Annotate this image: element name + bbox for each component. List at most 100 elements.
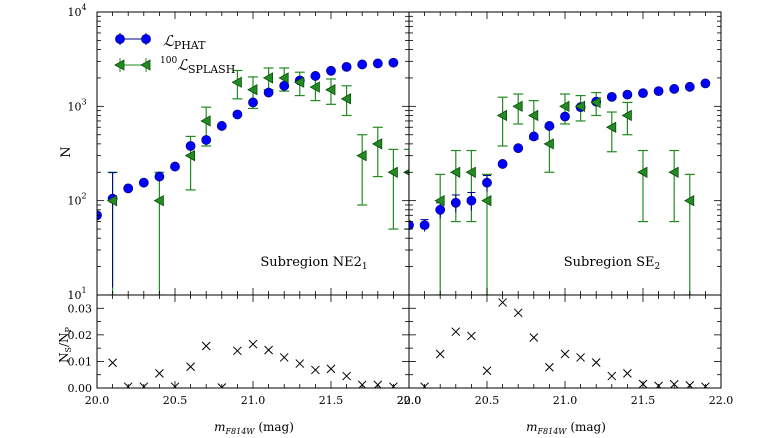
ratio-point: [155, 369, 164, 378]
splash-point: [293, 76, 305, 88]
x-tick-label: 22.0: [709, 394, 734, 407]
phat-point: [638, 88, 648, 99]
splash-point: [325, 84, 336, 96]
splash-point: [200, 115, 211, 127]
phat-point: [170, 161, 180, 172]
upper-left-ticks: [97, 11, 409, 296]
splash-point: [387, 166, 398, 178]
phat-point: [185, 141, 196, 151]
ratio-point: [545, 362, 554, 372]
x-axis-label-left: mF814W (mag): [214, 420, 294, 436]
phat-point: [466, 195, 477, 206]
phat-point: [409, 220, 414, 231]
y-axis-label-lower: NS/NP: [57, 326, 73, 363]
splash-point: [621, 109, 632, 122]
legend-splash-marker: [114, 58, 151, 72]
splash-point: [481, 194, 492, 207]
x-tick-label: 20.0: [397, 394, 422, 407]
y-tick-label: 0.01: [68, 355, 93, 368]
ratio-point: [326, 364, 336, 374]
ratio-point: [311, 365, 320, 375]
splash-point: [574, 100, 585, 113]
phat-point: [419, 220, 430, 231]
splash-point: [465, 166, 476, 178]
phat-point: [279, 80, 290, 91]
phat-point: [372, 58, 383, 69]
splash-point: [231, 76, 242, 88]
splash-point: [340, 93, 352, 105]
y-tick-label: 104: [67, 3, 86, 19]
x-tick-label: 20.0: [85, 394, 110, 407]
splash-point: [543, 138, 554, 150]
ratio-point: [248, 339, 258, 349]
ratio-point: [482, 366, 492, 376]
axes-frame-lr: [408, 294, 722, 389]
splash-point: [683, 194, 695, 207]
ratio-point: [108, 358, 117, 368]
y-tick-label: 0.03: [68, 302, 93, 315]
splash-point: [247, 84, 258, 96]
ratio-point: [498, 298, 507, 307]
y-tick-label: 102: [67, 192, 86, 208]
phat-point: [232, 109, 243, 120]
ratio-point: [186, 362, 195, 372]
y-tick-label: 101: [67, 286, 86, 302]
ratio-point: [279, 353, 289, 362]
ratio-point: [467, 331, 476, 341]
phat-point: [138, 177, 149, 188]
splash-point: [496, 109, 508, 122]
ratio-point: [233, 346, 242, 356]
phat-point: [310, 71, 321, 81]
ratio-point: [560, 349, 570, 359]
phat-point: [201, 135, 212, 145]
x-tick-label: 22.0: [397, 394, 422, 407]
ratio-point: [529, 333, 539, 342]
splash-point: [278, 72, 289, 84]
phat-point: [388, 57, 399, 68]
plot-area-upper-left: [97, 57, 409, 295]
splash-point: [262, 72, 274, 84]
y-axis-label-upper: N: [59, 146, 74, 157]
splash-point: [106, 194, 117, 207]
legend: ℒPHAT 100ℒSPLASH: [114, 32, 235, 76]
phat-point: [513, 143, 524, 154]
plot-area-lower-right: [420, 298, 710, 388]
x-tick-label: 21.5: [631, 394, 656, 407]
phat-point: [248, 97, 258, 108]
phat-point: [653, 86, 664, 97]
ratio-point: [623, 369, 632, 378]
splash-point: [153, 194, 164, 207]
lower-right-x-ticks: [408, 295, 722, 388]
legend-phat-marker: [115, 33, 151, 45]
phat-point: [216, 121, 227, 131]
splash-point: [309, 81, 320, 93]
phat-point: [326, 65, 336, 76]
phat-point: [341, 61, 352, 72]
x-tick-label: 20.5: [163, 394, 188, 407]
ratio-point: [451, 327, 461, 337]
x-tick-label: 20.5: [475, 394, 500, 407]
splash-point: [449, 166, 461, 178]
phat-point: [450, 197, 461, 208]
ratio-point: [201, 341, 211, 351]
phat-point: [435, 204, 446, 215]
ratio-point: [295, 359, 305, 368]
phat-point: [154, 171, 165, 182]
axes-frame-ll: [96, 294, 410, 389]
phat-point: [684, 81, 695, 92]
splash-point: [668, 166, 679, 178]
ratio-point: [264, 345, 273, 355]
splash-point: [527, 109, 539, 122]
phat-point: [622, 89, 633, 100]
y-tick-label: 0.00: [68, 382, 93, 395]
splash-point: [371, 138, 383, 150]
upper-right-ticks: [409, 11, 721, 296]
annotation-se2: Subregion SE2: [564, 255, 660, 272]
splash-point: [184, 149, 196, 162]
legend-splash-label: 100ℒSPLASH: [160, 56, 235, 76]
phat-point: [700, 78, 711, 89]
splash-point: [356, 149, 367, 162]
x-tick-label: 21.0: [241, 394, 266, 407]
lower-left-x-ticks: [96, 295, 410, 388]
phat-point: [357, 59, 368, 70]
